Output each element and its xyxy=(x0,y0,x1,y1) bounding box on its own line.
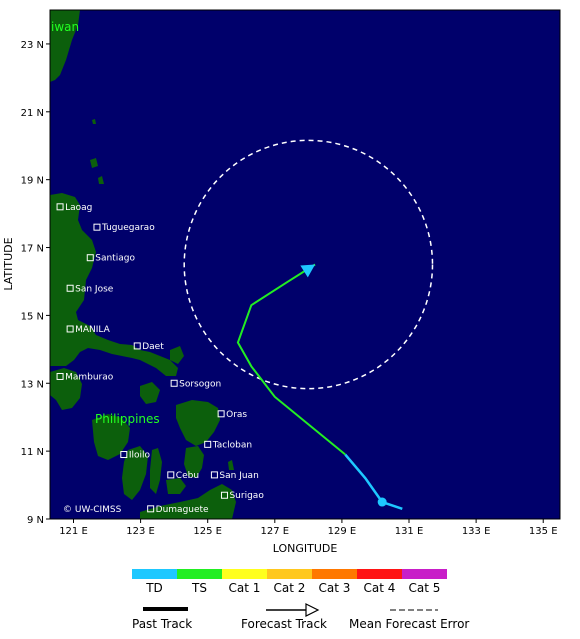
track-legend: Past Track Forecast Track Mean Forecast … xyxy=(132,603,469,631)
legend-category-label: Cat 1 xyxy=(229,581,261,595)
legend-swatch xyxy=(312,569,357,579)
islet-4 xyxy=(228,460,234,470)
mean-forecast-error-circle xyxy=(183,139,434,390)
city-label: Dumaguete xyxy=(156,505,209,515)
ocean-area xyxy=(50,10,560,519)
city-marker-icon xyxy=(56,372,64,380)
city-markers: Laoag Tuguegarao Santiago San Jose MANILA Dae… xyxy=(56,203,264,515)
legend-category-label: Cat 5 xyxy=(409,581,441,595)
lon-tick-label: 127 E xyxy=(261,526,290,537)
city-marker-icon xyxy=(86,254,94,262)
current-position-marker xyxy=(377,497,387,507)
latitude-ticks: 23 N 21 N 19 N 17 N 15 N 13 N 11 N 9 N xyxy=(21,40,50,526)
lat-tick-label: 9 N xyxy=(27,515,44,526)
map-frame xyxy=(49,9,561,520)
arrow-icon xyxy=(305,603,320,617)
legend-swatch xyxy=(177,569,222,579)
legend-category-label: TD xyxy=(145,581,163,595)
city-marker-icon xyxy=(93,223,101,231)
catanduanes-landmass xyxy=(170,346,184,364)
lon-tick-label: 125 E xyxy=(193,526,222,537)
legend-swatch xyxy=(357,569,402,579)
lat-tick-label: 19 N xyxy=(21,176,44,187)
city-marker-icon xyxy=(204,440,212,448)
negros-landmass xyxy=(122,446,148,500)
city-label: Laoag xyxy=(65,203,92,213)
legend-category-label: TS xyxy=(191,581,207,595)
legend-category-label: Cat 4 xyxy=(364,581,396,595)
panay-landmass xyxy=(92,414,130,460)
watermark: © UW-CIMSS xyxy=(63,505,122,515)
forecast-track-ts-segment xyxy=(236,263,346,456)
luzon-landmass xyxy=(50,193,178,376)
lon-tick-label: 123 E xyxy=(126,526,155,537)
city-marker-icon xyxy=(66,325,74,333)
city-marker-icon xyxy=(170,379,178,387)
country-label-philippines: Philippines xyxy=(95,412,160,426)
past-track-label: Past Track xyxy=(132,617,192,631)
lat-tick-label: 13 N xyxy=(21,379,44,390)
city-marker-icon xyxy=(217,410,225,418)
lon-tick-label: 133 E xyxy=(462,526,491,537)
masbate-landmass xyxy=(140,382,160,404)
bohol-landmass xyxy=(166,478,186,494)
category-legend: TD TS Cat 1 Cat 2 Cat 3 Cat 4 Cat 5 xyxy=(132,569,447,595)
city-label: Mamburao xyxy=(65,372,114,382)
city-marker-icon xyxy=(147,505,155,513)
land-masses xyxy=(50,10,236,519)
lon-tick-label: 135 E xyxy=(529,526,558,537)
city-label: Cebu xyxy=(176,471,199,481)
city-label: MANILA xyxy=(75,325,111,335)
lat-tick-label: 21 N xyxy=(21,108,44,119)
city-marker-icon xyxy=(56,203,64,211)
leyte-landmass xyxy=(184,446,204,478)
city-label: Iloilo xyxy=(129,451,151,461)
legend-category-label: Cat 2 xyxy=(274,581,306,595)
lat-tick-label: 17 N xyxy=(21,244,44,255)
mindanao-landmass xyxy=(140,484,236,519)
city-marker-icon xyxy=(120,451,128,459)
lon-tick-label: 129 E xyxy=(328,526,357,537)
samar-landmass xyxy=(176,400,220,446)
mean-error-label: Mean Forecast Error xyxy=(349,617,469,631)
forecast-arrowhead-icon xyxy=(300,264,316,278)
lat-tick-label: 15 N xyxy=(21,311,44,322)
city-label: Daet xyxy=(142,342,164,352)
legend-swatch xyxy=(402,569,447,579)
city-label: Tacloban xyxy=(212,440,252,450)
islet-2 xyxy=(98,176,104,184)
city-marker-icon xyxy=(167,471,175,479)
legend-swatch xyxy=(267,569,312,579)
y-axis-title: LATITUDE xyxy=(2,237,15,290)
cebu-landmass xyxy=(150,448,162,494)
longitude-ticks: 121 E 123 E 125 E 127 E 129 E 131 E 133 E 135 E xyxy=(59,519,558,537)
lon-tick-label: 131 E xyxy=(395,526,424,537)
islet-3 xyxy=(92,119,96,124)
country-label-taiwan: iwan xyxy=(51,20,79,34)
lat-tick-label: 11 N xyxy=(21,447,44,458)
city-marker-icon xyxy=(220,491,228,499)
islet-1 xyxy=(90,158,98,168)
x-axis-title: LONGITUDE xyxy=(273,542,338,555)
legend-swatch xyxy=(222,569,267,579)
city-label: San Jose xyxy=(75,284,114,294)
city-label: Tuguegarao xyxy=(101,223,155,233)
city-marker-icon xyxy=(210,471,218,479)
city-marker-icon xyxy=(133,342,141,350)
mindoro-landmass xyxy=(50,368,82,410)
city-label: Surigao xyxy=(229,491,264,501)
past-track-td-segment xyxy=(344,453,403,511)
legend-category-label: Cat 3 xyxy=(319,581,351,595)
city-marker-icon xyxy=(66,284,74,292)
lon-tick-label: 121 E xyxy=(59,526,88,537)
city-label: San Juan xyxy=(219,471,258,481)
city-label: Oras xyxy=(226,410,247,420)
city-label: Sorsogon xyxy=(179,379,221,389)
taiwan-landmass xyxy=(50,10,80,82)
forecast-track-label: Forecast Track xyxy=(241,617,327,631)
legend-swatch xyxy=(132,569,177,579)
city-label: Santiago xyxy=(95,254,135,264)
lat-tick-label: 23 N xyxy=(21,40,44,51)
